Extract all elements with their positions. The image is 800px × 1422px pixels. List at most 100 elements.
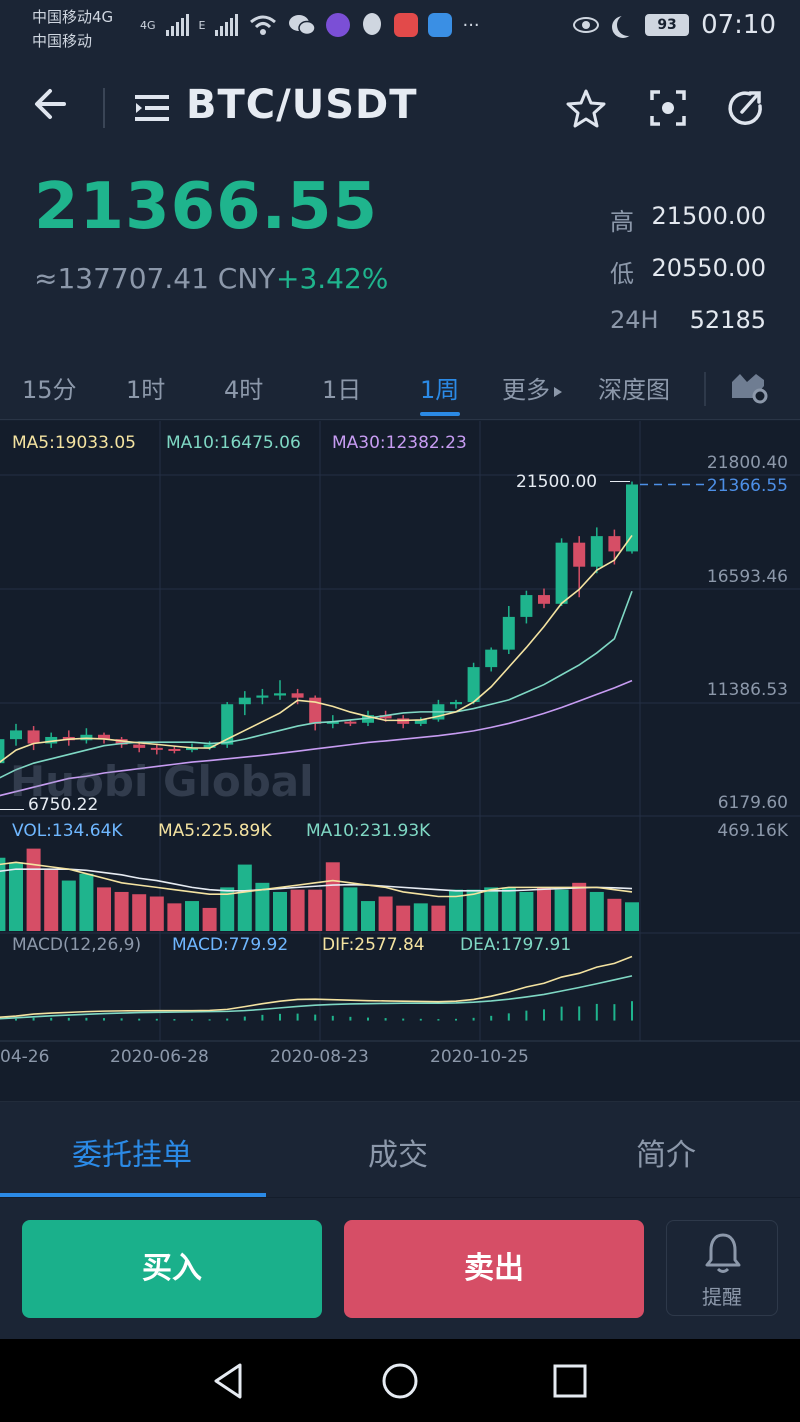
kline-svg bbox=[0, 421, 800, 1042]
tab-more[interactable]: 更多 bbox=[502, 370, 563, 405]
high-label: 高 bbox=[610, 208, 634, 236]
volume-bar bbox=[449, 889, 463, 931]
back-arrow-icon[interactable] bbox=[30, 82, 74, 126]
volume-bar bbox=[501, 887, 516, 931]
carrier-1: 中国移动4G bbox=[32, 8, 114, 26]
candle-body bbox=[256, 695, 269, 698]
wifi-icon bbox=[250, 15, 277, 35]
ma30-legend: MA30:12382.23 bbox=[332, 433, 467, 453]
volume-bar bbox=[413, 903, 428, 931]
header: BTC/USDT bbox=[0, 52, 800, 164]
volume-bar bbox=[0, 857, 6, 931]
volume-bar bbox=[308, 889, 323, 931]
volume-bar bbox=[202, 907, 217, 931]
vol-ma5-legend: MA5:225.89K bbox=[158, 821, 272, 841]
candle-body bbox=[238, 697, 251, 705]
volume-bar bbox=[79, 873, 94, 931]
tab-intro[interactable]: 简介 bbox=[636, 1138, 696, 1173]
dea-line bbox=[0, 975, 633, 1020]
nav-home-icon[interactable] bbox=[378, 1359, 422, 1403]
macd-params: MACD(12,26,9) bbox=[12, 935, 142, 955]
app-icon-1 bbox=[326, 13, 351, 37]
chart-settings-icon[interactable] bbox=[730, 368, 770, 404]
app-icon-2 bbox=[394, 13, 419, 37]
tab-1h[interactable]: 1时 bbox=[126, 376, 166, 404]
ma30-line bbox=[0, 679, 633, 797]
dea-value: DEA:1797.91 bbox=[460, 935, 572, 955]
buy-button[interactable]: 买入 bbox=[22, 1220, 322, 1318]
volume-bar bbox=[149, 896, 164, 931]
volume-bar bbox=[484, 887, 499, 931]
volume-bar bbox=[519, 891, 534, 931]
date-label-4: 2020-10-25 bbox=[430, 1047, 529, 1067]
vol-legend: VOL:134.64K bbox=[12, 821, 123, 841]
tab-separator bbox=[704, 372, 706, 406]
high-marker: 21500.00 bbox=[516, 472, 598, 492]
pair-list-icon[interactable] bbox=[135, 94, 171, 122]
candle-body bbox=[326, 721, 339, 724]
clock: 07:10 bbox=[701, 10, 776, 40]
candle-body bbox=[221, 704, 234, 745]
date-label-3: 2020-08-23 bbox=[270, 1047, 369, 1067]
sell-button[interactable]: 卖出 bbox=[344, 1220, 644, 1318]
vol-ma10-legend: MA10:231.93K bbox=[306, 821, 431, 841]
price-axis-4: 6179.60 bbox=[717, 793, 788, 813]
qq-icon bbox=[363, 13, 382, 35]
nav-recents-icon[interactable] bbox=[548, 1359, 592, 1403]
tab-orders[interactable]: 委托挂单 bbox=[72, 1138, 192, 1173]
candle-body bbox=[626, 484, 638, 552]
candle-body bbox=[450, 702, 462, 705]
candle-body bbox=[133, 744, 146, 748]
volume-bar bbox=[61, 880, 76, 931]
volume-bar bbox=[589, 891, 604, 931]
remind-button[interactable]: 提醒 bbox=[666, 1220, 778, 1316]
share-icon[interactable] bbox=[724, 86, 768, 130]
volume-bar bbox=[237, 864, 252, 931]
volume-bar bbox=[97, 887, 111, 931]
status-icons: 4G E ··· bbox=[140, 12, 480, 38]
candle-body bbox=[27, 730, 40, 744]
volume-bar bbox=[44, 869, 59, 931]
candle-body bbox=[502, 616, 515, 650]
tab-depth[interactable]: 深度图 bbox=[598, 376, 670, 404]
low-label: 低 bbox=[610, 260, 634, 288]
status-right: 93 07:10 bbox=[573, 10, 776, 40]
alipay-icon bbox=[428, 13, 453, 37]
screenshot-icon[interactable] bbox=[646, 86, 690, 130]
tab-trades[interactable]: 成交 bbox=[368, 1138, 428, 1173]
volume-bar bbox=[554, 889, 569, 931]
current-price-tag: 21366.55 bbox=[706, 476, 788, 496]
network-type-2: E bbox=[198, 18, 206, 32]
candle-body bbox=[0, 739, 5, 764]
volume-bar bbox=[114, 891, 129, 931]
volume-bar bbox=[9, 862, 23, 931]
volume-bar bbox=[466, 889, 481, 931]
candle-body bbox=[485, 649, 498, 668]
volume-bar bbox=[572, 882, 587, 931]
candle-body bbox=[150, 747, 163, 750]
dif-line bbox=[0, 955, 633, 1019]
tab-15m[interactable]: 15分 bbox=[22, 376, 77, 404]
nav-back-icon[interactable] bbox=[206, 1359, 250, 1403]
battery-icon: 93 bbox=[645, 14, 690, 36]
bottom-tab-indicator bbox=[0, 1193, 266, 1197]
last-price: 21366.55 bbox=[34, 170, 379, 244]
candle-body bbox=[168, 748, 181, 751]
candle-body bbox=[186, 747, 198, 751]
favorite-star-icon[interactable] bbox=[564, 86, 608, 130]
ticker-panel: 21366.55 ≈137707.41 CNY +3.42% 高 21500.0… bbox=[0, 164, 800, 354]
signal-icon-2 bbox=[215, 14, 239, 36]
kline-chart[interactable]: Huobi Global MA5:19033.05 MA10:16475.06 … bbox=[0, 421, 800, 1101]
candle-body bbox=[291, 693, 304, 698]
tab-1w[interactable]: 1周 bbox=[420, 376, 460, 404]
tab-4h[interactable]: 4时 bbox=[224, 376, 264, 404]
trading-pair[interactable]: BTC/USDT bbox=[186, 82, 418, 128]
volume-bar bbox=[132, 894, 147, 931]
status-bar: 中国移动4G 中国移动 4G E ··· 93 07:10 bbox=[0, 0, 800, 52]
candle-body bbox=[45, 736, 58, 744]
low-value: 20550.00 bbox=[651, 254, 766, 282]
price-axis-3: 11386.53 bbox=[706, 680, 788, 700]
candle-body bbox=[608, 536, 621, 552]
candle-body bbox=[10, 730, 22, 740]
tab-1d[interactable]: 1日 bbox=[322, 376, 362, 404]
